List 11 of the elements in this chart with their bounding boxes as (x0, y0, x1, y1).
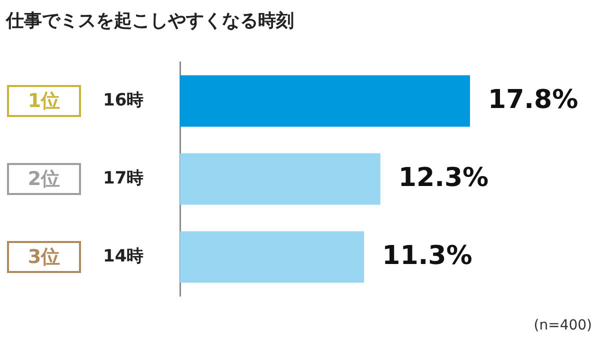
chart-title: 仕事でミスを起こしやすくなる時刻 (5, 10, 294, 32)
text: 2位 (28, 168, 60, 190)
text: 1位 (28, 90, 60, 112)
y-tick-label: 14時 (103, 246, 144, 266)
text: (n=400) (534, 318, 592, 334)
data-label: 17.8% (488, 84, 578, 115)
y-tick-label: 16時 (103, 90, 144, 110)
text: 3位 (28, 246, 60, 268)
data-label: 12.3% (398, 162, 489, 193)
y-tick-label: 17時 (103, 168, 144, 188)
data-label: 11.3% (382, 240, 472, 271)
